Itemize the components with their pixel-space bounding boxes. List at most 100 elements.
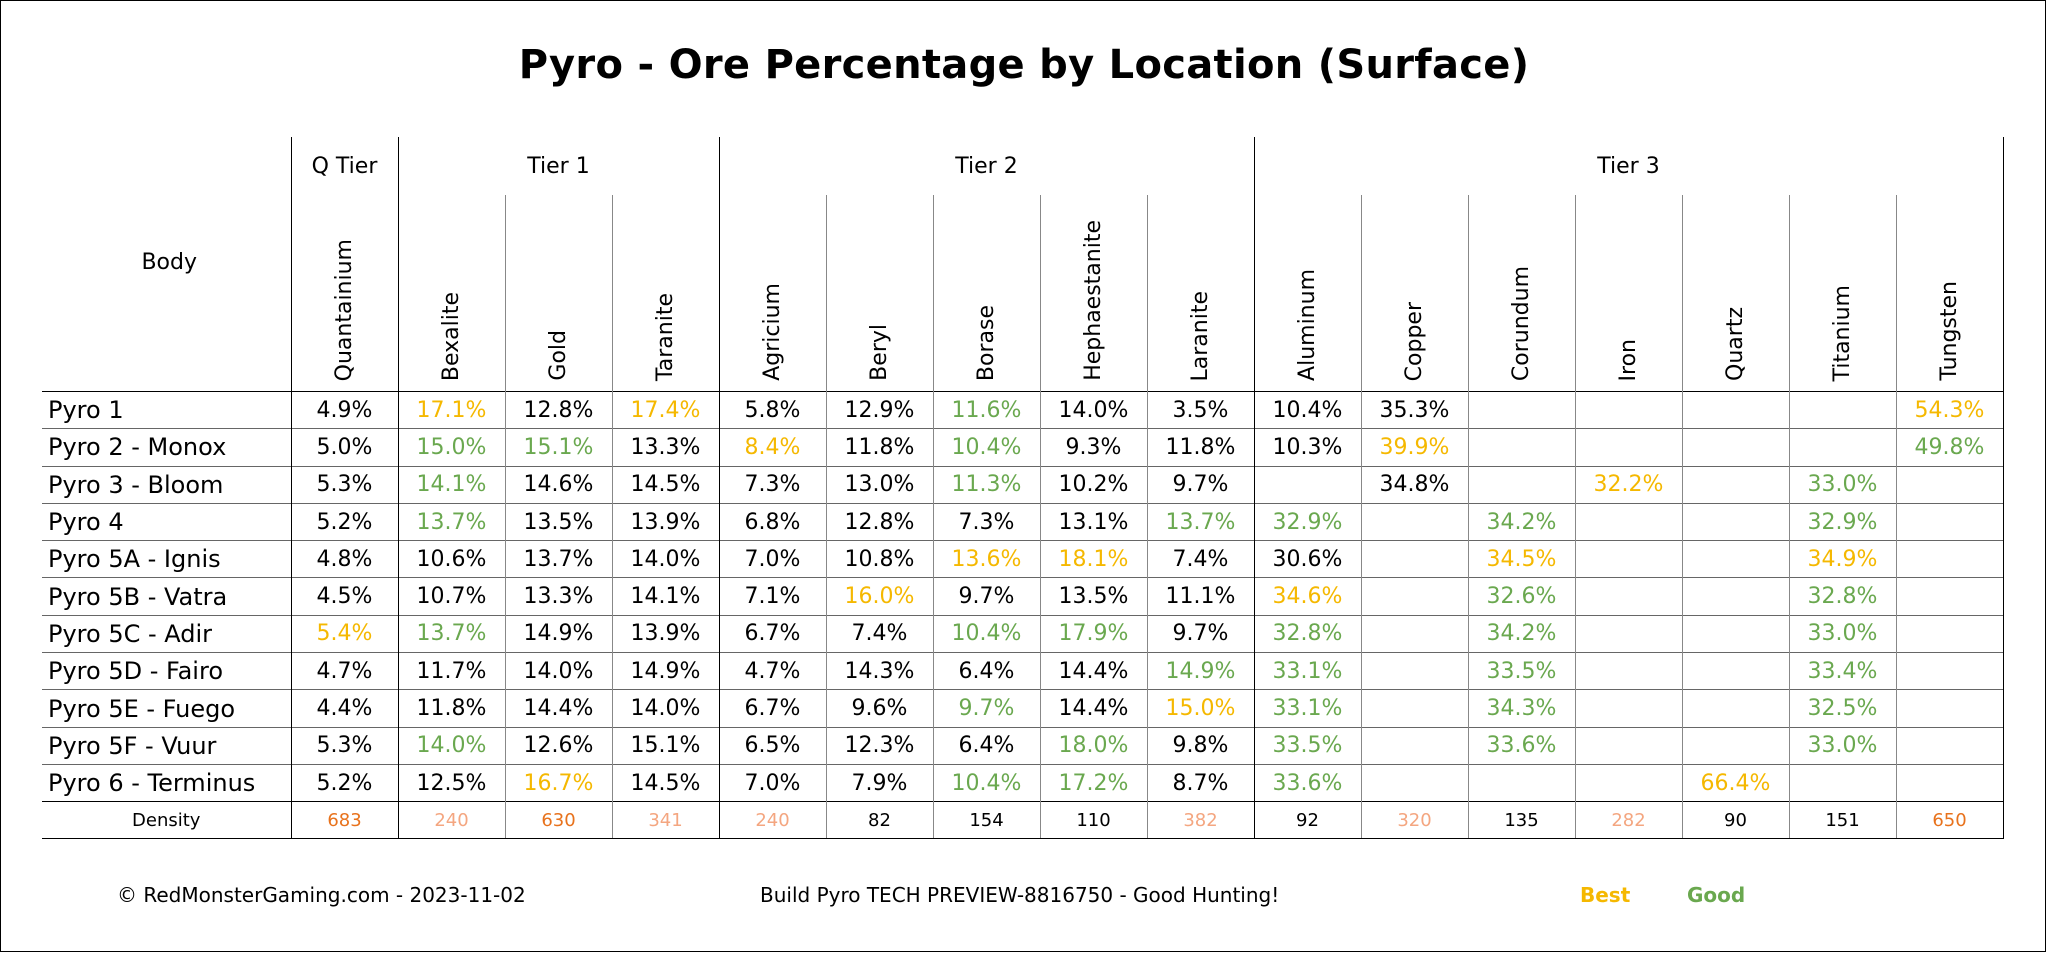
ore-percent-cell: 7.3% bbox=[932, 502, 1040, 541]
ore-name-label: Quantainium bbox=[331, 238, 357, 381]
ore-percent-cell: 10.8% bbox=[825, 540, 933, 578]
ore-name-label: Corundum bbox=[1508, 265, 1534, 381]
table-row: Pyro 6 - Terminus 5.2% 12.5% 16.7% 14.5% 7.0%… bbox=[42, 763, 2004, 802]
ore-percent-cell: 33.4% bbox=[1788, 652, 1896, 690]
ore-percent-cell: 12.8% bbox=[504, 390, 612, 429]
ore-percent-cell: 7.9% bbox=[825, 763, 933, 802]
ore-percent-cell bbox=[1574, 390, 1682, 429]
ore-percent-cell: 9.7% bbox=[932, 689, 1040, 728]
ore-percent-cell: 9.6% bbox=[825, 689, 933, 728]
ore-percent-cell bbox=[1895, 763, 2004, 802]
tier-header-1: Tier 1 bbox=[397, 137, 719, 195]
ore-header-bexalite: Bexalite bbox=[397, 195, 505, 392]
ore-percent-cell: 14.0% bbox=[611, 689, 719, 728]
ore-percent-cell: 3.5% bbox=[1146, 390, 1254, 429]
ore-percent-cell: 32.6% bbox=[1467, 577, 1575, 616]
ore-percent-cell bbox=[1574, 652, 1682, 690]
body-name-cell: Pyro 5A - Ignis bbox=[42, 540, 291, 578]
ore-name-label: Beryl bbox=[866, 324, 892, 381]
ore-percent-cell: 11.3% bbox=[932, 465, 1040, 504]
ore-percent-cell bbox=[1895, 465, 2004, 504]
ore-percent-cell bbox=[1681, 726, 1789, 765]
table-row: Pyro 5B - Vatra 4.5% 10.7% 13.3% 14.1% 7.1% 16… bbox=[42, 577, 2004, 616]
ore-percent-cell: 33.0% bbox=[1788, 614, 1896, 653]
ore-percent-cell: 18.1% bbox=[1039, 540, 1147, 578]
ore-percent-cell: 7.4% bbox=[825, 614, 933, 653]
ore-percent-cell: 5.3% bbox=[290, 726, 398, 765]
legend-best: Best bbox=[1580, 883, 1631, 907]
ore-percent-cell bbox=[1360, 502, 1468, 541]
ore-percent-cell bbox=[1467, 465, 1575, 504]
ore-percent-cell bbox=[1681, 465, 1789, 504]
ore-header-hephaestanite: Hephaestanite bbox=[1039, 195, 1147, 392]
density-cell: 151 bbox=[1788, 801, 1896, 840]
table-row: Pyro 5D - Fairo 4.7% 11.7% 14.0% 14.9% 4.7% 14… bbox=[42, 652, 2004, 690]
ore-percent-cell: 34.6% bbox=[1253, 577, 1361, 616]
table-row: Pyro 3 - Bloom 5.3% 14.1% 14.6% 14.5% 7.3% 13.… bbox=[42, 465, 2004, 504]
ore-header-aluminum: Aluminum bbox=[1253, 195, 1361, 392]
ore-percent-cell: 14.9% bbox=[1146, 652, 1254, 690]
ore-percent-cell: 7.0% bbox=[718, 763, 826, 802]
ore-name-label: Iron bbox=[1615, 338, 1641, 381]
tier-header-3: Tier 3 bbox=[1253, 137, 2004, 195]
ore-name-label: Bexalite bbox=[438, 291, 464, 381]
ore-percent-cell: 4.8% bbox=[290, 540, 398, 578]
ore-percent-cell: 6.4% bbox=[932, 726, 1040, 765]
ore-percent-cell bbox=[1253, 465, 1361, 504]
ore-percent-cell bbox=[1574, 577, 1682, 616]
ore-percent-cell: 10.4% bbox=[1253, 390, 1361, 429]
ore-percent-cell bbox=[1574, 614, 1682, 653]
ore-name-label: Titanium bbox=[1829, 284, 1855, 381]
ore-percent-cell bbox=[1360, 577, 1468, 616]
density-cell: 382 bbox=[1146, 801, 1254, 840]
body-name-cell: Pyro 5D - Fairo bbox=[42, 652, 291, 690]
ore-percent-cell: 11.1% bbox=[1146, 577, 1254, 616]
ore-percent-cell: 10.4% bbox=[932, 614, 1040, 653]
ore-percent-cell: 14.5% bbox=[611, 465, 719, 504]
tier-header-q: Q Tier bbox=[290, 137, 398, 195]
ore-percent-cell: 13.9% bbox=[611, 502, 719, 541]
legend-good: Good bbox=[1687, 883, 1746, 907]
ore-percent-cell: 33.1% bbox=[1253, 689, 1361, 728]
ore-percent-cell: 11.8% bbox=[1146, 428, 1254, 467]
ore-percent-cell bbox=[1681, 614, 1789, 653]
ore-percent-cell bbox=[1681, 390, 1789, 429]
ore-percent-cell bbox=[1895, 577, 2004, 616]
ore-percent-cell: 39.9% bbox=[1360, 428, 1468, 467]
tier-header-row: Body Q Tier Tier 1 Tier 2 Tier 3 bbox=[42, 137, 2004, 275]
ore-percent-cell bbox=[1360, 614, 1468, 653]
density-cell: 82 bbox=[825, 801, 933, 840]
ore-percent-cell: 4.7% bbox=[290, 652, 398, 690]
ore-name-label: Laranite bbox=[1187, 290, 1213, 381]
ore-header-borase: Borase bbox=[932, 195, 1040, 392]
density-cell: 154 bbox=[932, 801, 1040, 840]
ore-percent-cell: 14.0% bbox=[1039, 390, 1147, 429]
ore-percent-cell: 49.8% bbox=[1895, 428, 2004, 467]
ore-name-label: Hephaestanite bbox=[1080, 220, 1106, 381]
density-cell: 282 bbox=[1574, 801, 1682, 840]
body-name-cell: Pyro 5C - Adir bbox=[42, 614, 291, 653]
ore-percent-cell: 11.6% bbox=[932, 390, 1040, 429]
ore-percent-cell bbox=[1895, 652, 2004, 690]
ore-percent-cell bbox=[1574, 428, 1682, 467]
body-name-cell: Pyro 2 - Monox bbox=[42, 428, 291, 467]
ore-percent-cell: 10.7% bbox=[397, 577, 505, 616]
ore-percent-cell: 33.6% bbox=[1253, 763, 1361, 802]
ore-percent-cell: 9.7% bbox=[1146, 614, 1254, 653]
ore-percent-cell: 16.7% bbox=[504, 763, 612, 802]
ore-percent-cell: 11.8% bbox=[825, 428, 933, 467]
ore-percent-cell: 13.5% bbox=[504, 502, 612, 541]
ore-percent-cell: 12.9% bbox=[825, 390, 933, 429]
ore-percent-cell: 15.0% bbox=[397, 428, 505, 467]
ore-percent-cell bbox=[1681, 428, 1789, 467]
ore-percent-cell bbox=[1895, 689, 2004, 728]
ore-percent-cell: 7.4% bbox=[1146, 540, 1254, 578]
ore-percent-cell: 30.6% bbox=[1253, 540, 1361, 578]
ore-percent-cell: 6.7% bbox=[718, 689, 826, 728]
body-column-header: Body bbox=[141, 249, 198, 275]
ore-percent-cell: 33.0% bbox=[1788, 465, 1896, 504]
ore-percent-cell bbox=[1467, 428, 1575, 467]
ore-percent-cell: 34.2% bbox=[1467, 502, 1575, 541]
ore-percent-cell: 12.3% bbox=[825, 726, 933, 765]
